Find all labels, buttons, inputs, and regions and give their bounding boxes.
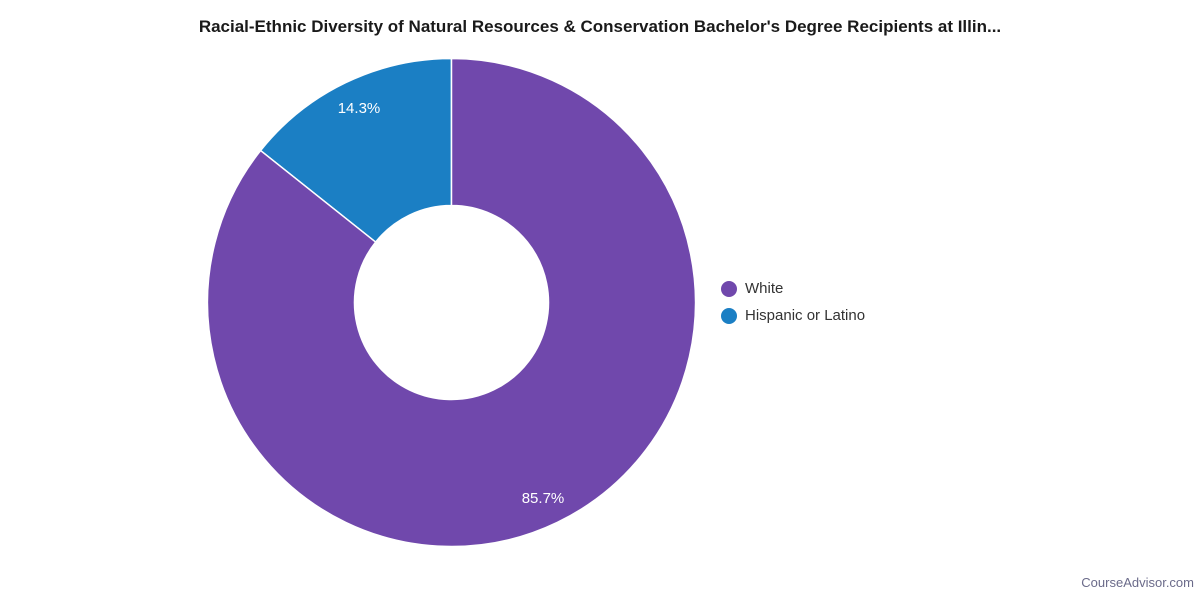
svg-text:14.3%: 14.3% — [338, 100, 381, 117]
svg-text:85.7%: 85.7% — [522, 490, 565, 507]
